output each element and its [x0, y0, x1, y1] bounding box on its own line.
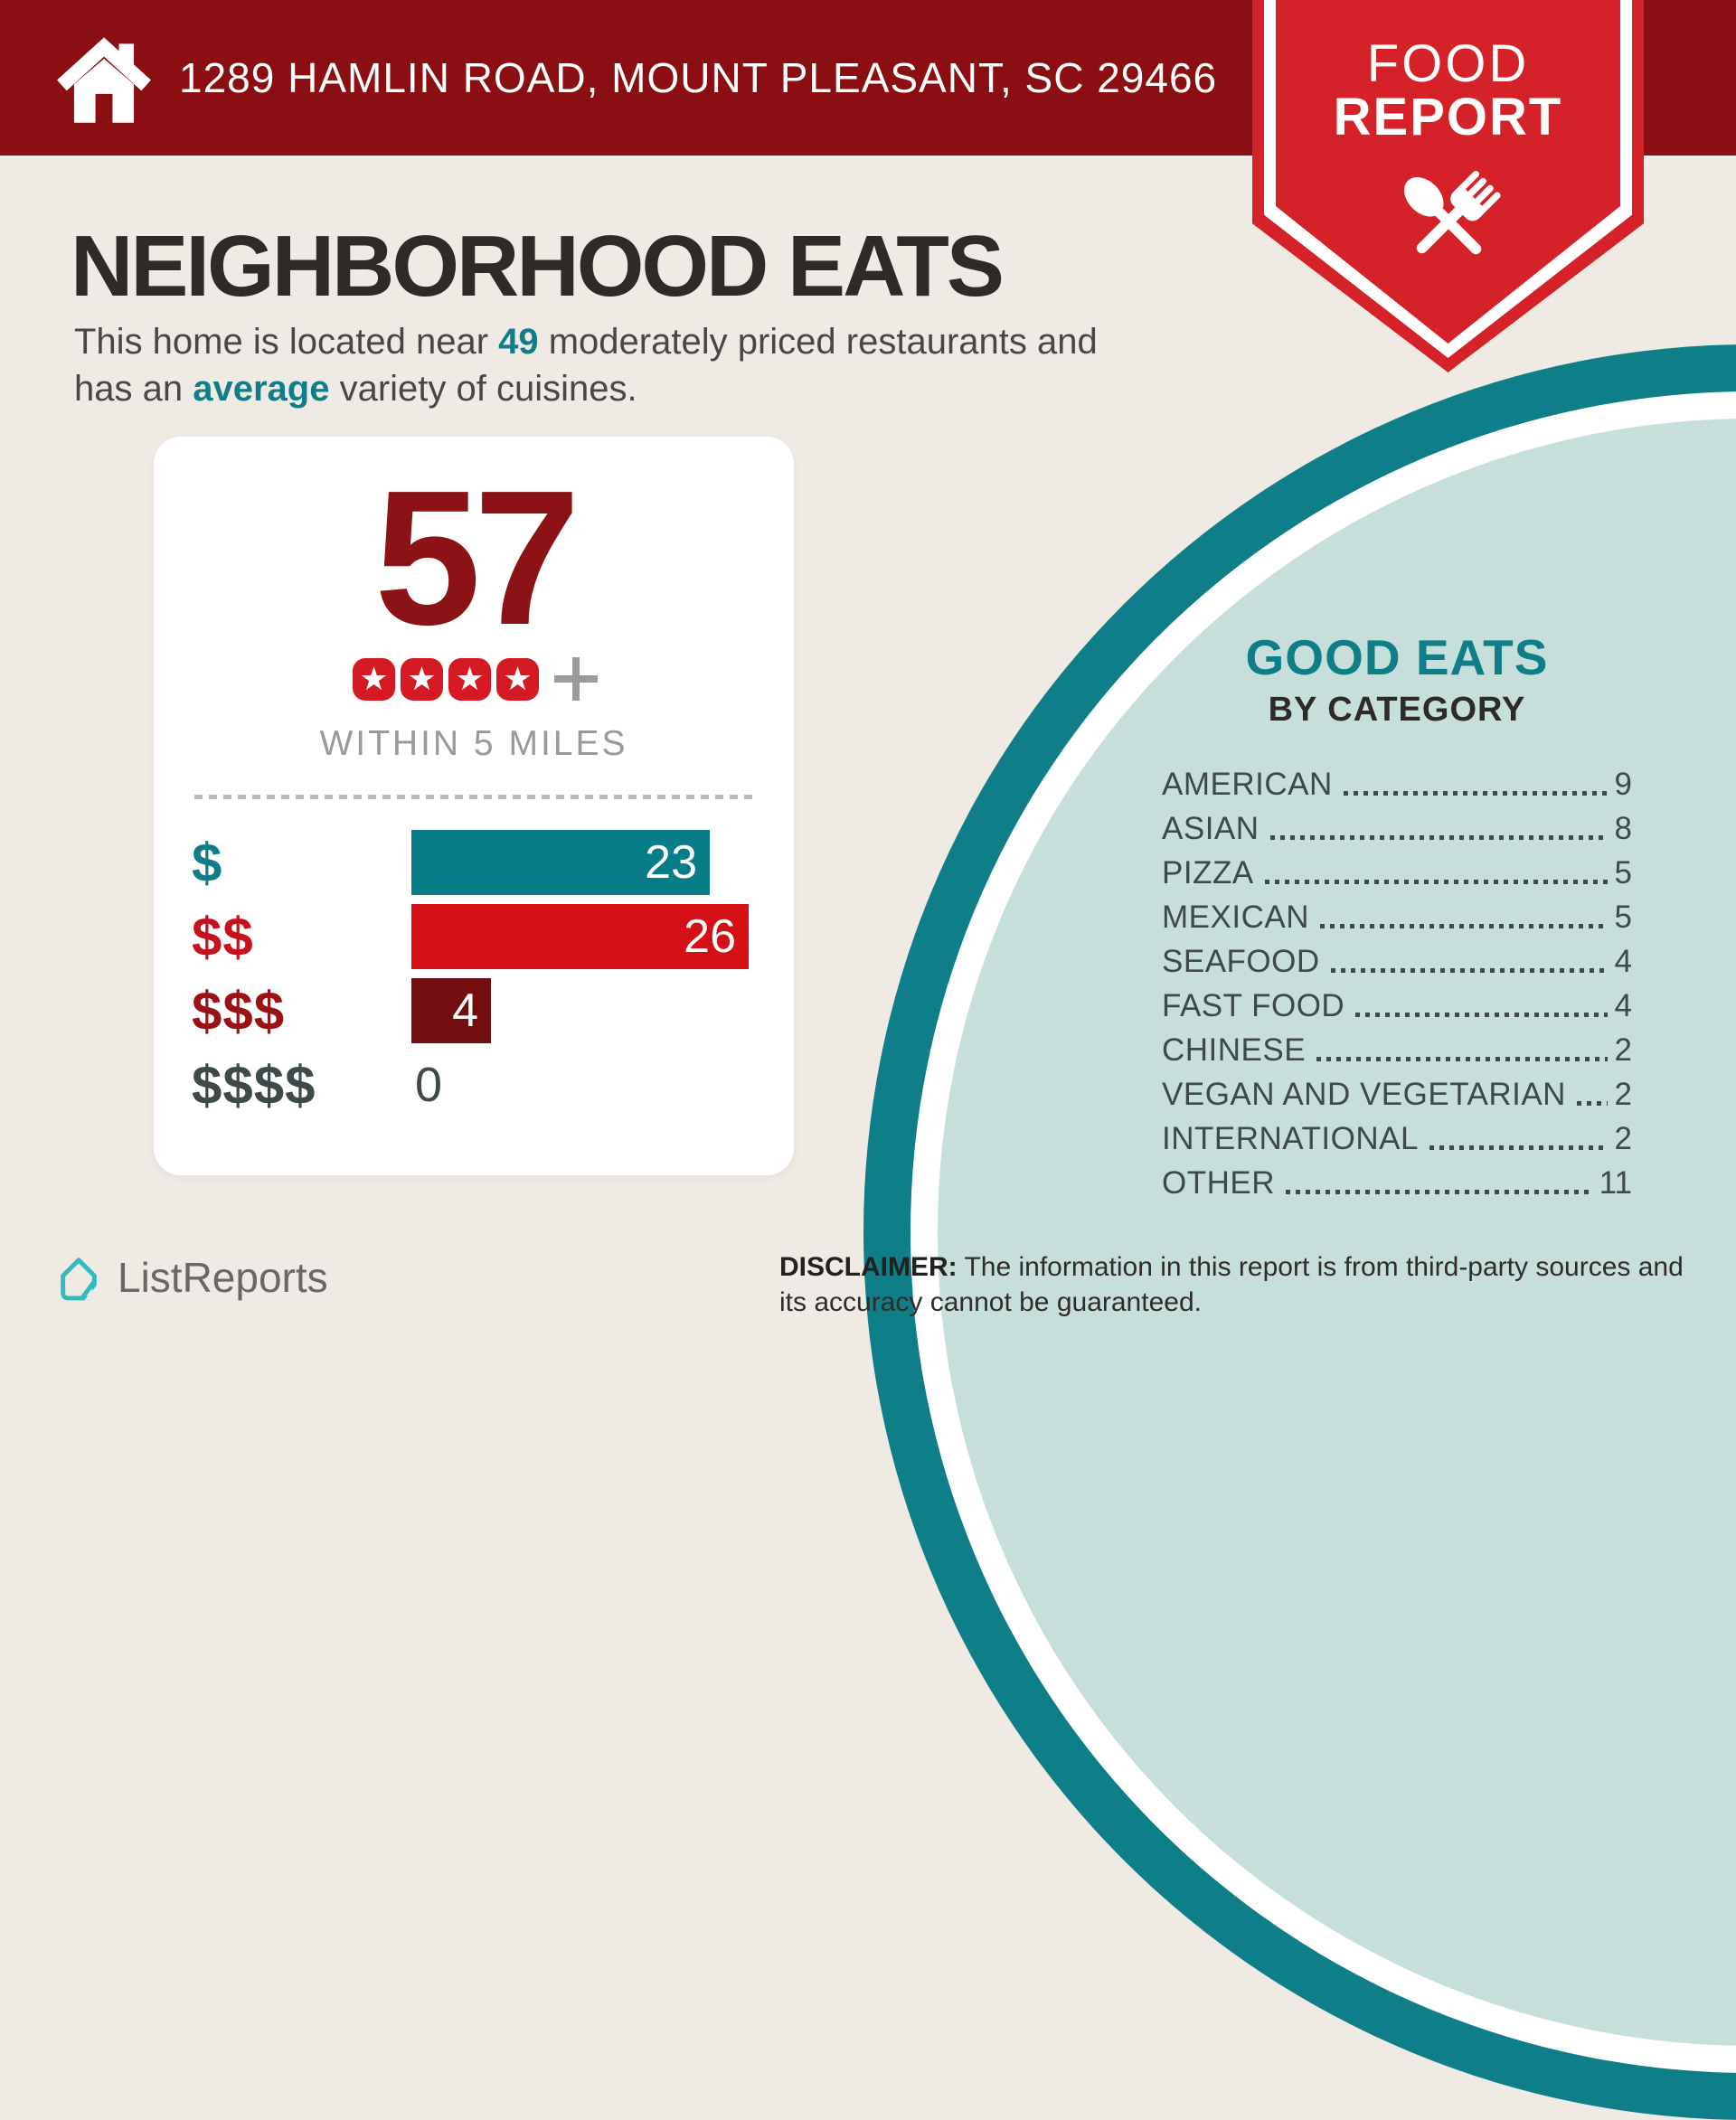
category-count: 11 [1599, 1165, 1632, 1201]
brand-logo: ListReports [51, 1249, 328, 1305]
page-title: NEIGHBORHOOD EATS [71, 218, 1005, 315]
dotted-leader [1286, 1190, 1592, 1194]
disclaimer-label: DISCLAIMER: [779, 1252, 958, 1282]
brand-name: ListReports [118, 1254, 328, 1301]
dotted-leader [1576, 1101, 1608, 1106]
category-row: OTHER 11 [1162, 1157, 1632, 1201]
category-row: SEAFOOD 4 [1162, 936, 1632, 980]
category-row: AMERICAN 9 [1162, 758, 1632, 803]
dotted-leader [1269, 835, 1608, 840]
bar-value: 23 [645, 836, 697, 889]
dotted-leader [1343, 791, 1608, 796]
yelp-star-icon: ★ [448, 657, 491, 701]
intro-line2-post: variety of cuisines. [329, 369, 637, 409]
good-eats-title: GOOD EATS [1245, 629, 1549, 685]
dotted-leader [1264, 880, 1608, 884]
category-name: OTHER [1162, 1165, 1275, 1201]
dotted-leader [1429, 1145, 1608, 1150]
price-tier-chart: $23 $$ 26 $$$ 4 $$$$ 0 [192, 825, 756, 1122]
category-count: 2 [1614, 1077, 1632, 1112]
ribbon-title-line1: FOOD [1366, 34, 1530, 93]
bar-value: 26 [684, 910, 736, 963]
crossed-spoon-fork-icon [1382, 155, 1515, 288]
category-name: PIZZA [1162, 855, 1254, 890]
intro-line2-pre: has an [74, 369, 193, 409]
star-rating: ★ ★ ★ ★ [154, 657, 794, 701]
category-name: VEGAN AND VEGETARIAN [1162, 1077, 1566, 1112]
category-count: 8 [1614, 811, 1632, 846]
disclaimer-text: The information in this report is from t… [779, 1252, 1684, 1317]
intro-sentence: This home is located near 49 moderately … [74, 318, 1098, 412]
intro-line1-pre: This home is located near [74, 322, 499, 362]
ribbon-inner: FOOD REPORT [1276, 0, 1620, 344]
category-list: AMERICAN 9 ASIAN 8 PIZZA 5 MEXICAN 5 SEAFOOD 4 FAS… [1162, 758, 1632, 1201]
category-row: INTERNATIONAL 2 [1162, 1113, 1632, 1157]
category-count: 4 [1614, 988, 1632, 1023]
price-tier-label: $ [192, 832, 223, 893]
plus-icon [554, 657, 598, 701]
price-tier-bar: 4 [411, 978, 491, 1043]
category-name: MEXICAN [1162, 900, 1309, 935]
category-row: VEGAN AND VEGETARIAN 2 [1162, 1069, 1632, 1113]
category-count: 5 [1614, 855, 1632, 890]
price-bar-row: $23 [192, 825, 756, 900]
ribbon-title-line2: REPORT [1333, 88, 1563, 146]
category-count: 2 [1614, 1121, 1632, 1156]
yelp-star-icon: ★ [353, 657, 395, 701]
category-name: CHINESE [1162, 1032, 1307, 1068]
restaurant-count: 49 [498, 322, 539, 362]
category-name: SEAFOOD [1162, 944, 1320, 979]
price-bar-row: $$ 26 [192, 900, 756, 974]
category-count: 2 [1614, 1032, 1632, 1068]
food-report-ribbon: FOOD REPORT [1252, 0, 1644, 372]
category-name: ASIAN [1162, 811, 1260, 846]
star-glyph: ★ [407, 660, 437, 698]
variety-highlight: average [193, 369, 330, 409]
property-address: 1289 HAMLIN ROAD, MOUNT PLEASANT, SC 294… [179, 54, 1218, 101]
price-tier-label: $$$ [192, 980, 286, 1041]
dotted-leader [1330, 968, 1608, 973]
listreports-icon [51, 1249, 107, 1305]
star-glyph: ★ [455, 660, 485, 698]
category-row: FAST FOOD 4 [1162, 980, 1632, 1024]
disclaimer: DISCLAIMER: The information in this repo… [779, 1249, 1711, 1320]
category-row: MEXICAN 5 [1162, 891, 1632, 936]
dotted-leader [1316, 1057, 1608, 1061]
intro-line1-post: moderately priced restaurants and [538, 322, 1098, 362]
within-miles-label: WITHIN 5 MILES [319, 724, 628, 763]
restaurant-score: 57 [374, 450, 580, 664]
good-eats-subtitle: BY CATEGORY [1268, 691, 1526, 729]
price-bar-row: $$$$ 0 [192, 1048, 756, 1122]
category-row: ASIAN 8 [1162, 803, 1632, 847]
category-row: CHINESE 2 [1162, 1024, 1632, 1069]
home-icon [51, 24, 157, 130]
price-tier-label: $$$$ [192, 1054, 316, 1116]
price-bar-row: $$$ 4 [192, 974, 756, 1048]
bar-value-zero: 0 [415, 1058, 443, 1112]
category-name: INTERNATIONAL [1162, 1121, 1419, 1156]
dashed-divider [194, 795, 753, 799]
category-name: FAST FOOD [1162, 988, 1345, 1023]
star-glyph: ★ [359, 660, 389, 698]
yelp-star-icon: ★ [401, 657, 443, 701]
price-tier-bar: 23 [411, 830, 710, 895]
dotted-leader [1355, 1013, 1608, 1017]
bar-value: 4 [452, 985, 478, 1037]
dotted-leader [1319, 924, 1608, 928]
score-card: 57 ★ ★ ★ ★ WITHIN 5 MILES $23 $$ 26 $$$ 4 $$$$ 0 [154, 437, 794, 1175]
category-count: 5 [1614, 900, 1632, 935]
good-eats-panel: GOOD EATS BY CATEGORY AMERICAN 9 ASIAN 8 PIZ… [1162, 633, 1632, 1201]
yelp-star-icon: ★ [496, 657, 539, 701]
category-count: 9 [1614, 767, 1632, 802]
category-row: PIZZA 5 [1162, 847, 1632, 891]
price-tier-bar: 26 [411, 904, 749, 969]
star-glyph: ★ [503, 660, 533, 698]
category-count: 4 [1614, 944, 1632, 979]
category-name: AMERICAN [1162, 767, 1333, 802]
price-tier-label: $$ [192, 906, 254, 967]
